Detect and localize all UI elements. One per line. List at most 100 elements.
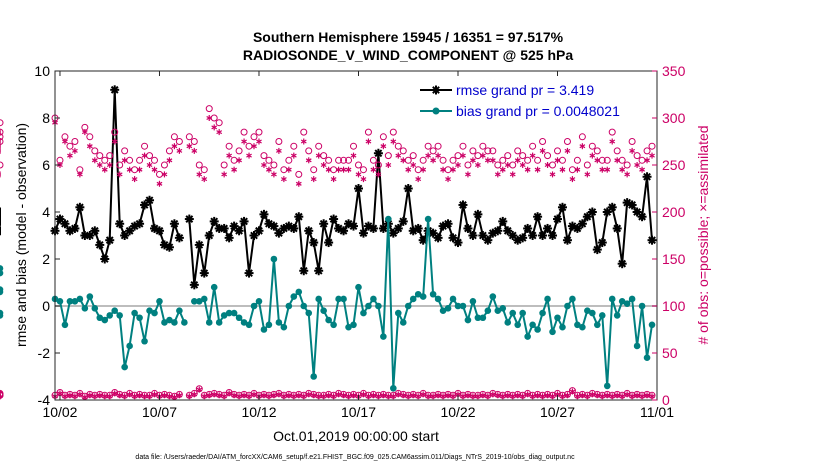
assimilated-marker-stroke <box>425 394 432 399</box>
assimilated-obs-point <box>365 138 372 145</box>
rmse-marker-stroke <box>205 231 214 240</box>
assimilated-obs-point <box>335 391 342 398</box>
assimilated-marker-stroke <box>146 394 153 399</box>
bias-point <box>613 312 621 319</box>
possible-obs-point <box>101 156 109 164</box>
rmse-point <box>329 214 339 224</box>
assimilated-obs-point <box>315 393 322 400</box>
assimilated-marker-stroke <box>519 394 526 399</box>
rmse-marker-stroke <box>369 224 378 233</box>
rmse-point <box>274 228 284 238</box>
assimilated-obs-point <box>569 176 576 183</box>
bias-point <box>191 298 198 305</box>
rmse-point <box>393 223 403 233</box>
rmse-marker-stroke <box>399 217 408 226</box>
assimilated-obs-point <box>604 392 611 399</box>
assimilated-obs-point <box>604 166 611 173</box>
assimilated-obs-point <box>549 171 556 178</box>
rmse-marker-stroke <box>289 224 298 233</box>
assimilated-obs-point <box>241 138 247 145</box>
rmse-marker-stroke <box>638 212 646 221</box>
assimilated-obs-point <box>67 392 73 399</box>
assimilated-obs-point <box>634 392 640 399</box>
assimilated-obs-point <box>420 166 427 173</box>
assimilated-obs-point <box>524 166 531 173</box>
bias-point <box>0 265 4 272</box>
rmse-marker-stroke <box>105 236 114 245</box>
chart-subtitle: RADIOSONDE_V_WIND_COMPONENT @ 525 hPa <box>243 47 573 63</box>
assimilated-marker-stroke <box>101 167 108 172</box>
assimilated-obs-point <box>594 392 601 399</box>
assimilated-obs-point <box>261 392 267 399</box>
rmse-point <box>239 216 249 226</box>
assimilated-obs-point <box>106 393 113 400</box>
assimilated-marker-stroke <box>176 148 183 153</box>
assimilated-marker-stroke <box>211 125 218 130</box>
assimilated-marker-stroke <box>509 172 516 177</box>
rmse-point <box>398 216 408 226</box>
rmse-marker-stroke <box>170 219 179 228</box>
assimilated-obs-point <box>196 171 203 178</box>
possible-obs-point <box>121 147 129 155</box>
assimilated-marker-stroke <box>211 392 218 397</box>
assimilated-marker-stroke <box>285 167 292 172</box>
assimilated-marker-stroke <box>345 167 352 172</box>
rmse-marker-stroke <box>145 196 154 205</box>
assimilated-marker-stroke <box>534 167 541 172</box>
bias-point <box>439 307 447 315</box>
assimilated-marker-stroke <box>141 394 148 399</box>
assimilated-obs-point <box>524 391 531 398</box>
assimilated-obs-point <box>310 392 317 399</box>
possible-obs-point <box>205 105 213 113</box>
assimilated-marker-stroke <box>206 115 213 121</box>
rmse-marker-stroke <box>588 208 597 216</box>
legend-label: rmse grand pr = 3.419 <box>456 82 594 98</box>
legend-marker <box>432 107 440 115</box>
rmse-marker-stroke <box>284 222 293 230</box>
bias-point <box>360 309 367 317</box>
assimilated-obs-point <box>295 392 302 399</box>
possible-obs-point <box>563 138 571 145</box>
rmse-point <box>289 223 299 233</box>
assimilated-obs-point <box>385 162 392 168</box>
bias-point <box>275 319 283 326</box>
assimilated-marker-stroke <box>330 177 337 182</box>
bias-point <box>181 319 188 326</box>
assimilated-marker-stroke <box>574 167 581 172</box>
assimilated-marker-stroke <box>365 394 372 399</box>
assimilated-marker-stroke <box>644 393 650 398</box>
assimilated-marker-stroke <box>450 167 456 172</box>
assimilated-marker-stroke <box>609 394 616 399</box>
rmse-marker-stroke <box>643 172 651 181</box>
assimilated-marker-stroke <box>91 158 98 163</box>
possible-obs-point <box>494 161 502 169</box>
rmse-point <box>224 233 234 243</box>
assimilated-obs-point <box>465 392 471 399</box>
assimilated-obs-point <box>489 157 496 164</box>
possible-obs-point <box>275 138 283 145</box>
possible-obs-point <box>399 147 407 155</box>
bias-point <box>404 302 412 310</box>
bias-point <box>514 321 521 329</box>
possible-obs-point <box>613 147 621 155</box>
y-right-tick-label: 300 <box>662 110 686 126</box>
assimilated-obs-point <box>231 166 238 173</box>
assimilated-marker-stroke <box>589 392 596 397</box>
assimilated-obs-point <box>519 393 526 400</box>
possible-obs-point <box>419 156 427 164</box>
assimilated-obs-point <box>146 162 153 168</box>
rmse-marker-stroke <box>414 224 423 233</box>
possible-obs-point <box>539 138 547 145</box>
assimilated-marker-stroke <box>634 393 640 398</box>
rmse-marker-stroke <box>225 233 234 242</box>
possible-obs-point <box>449 156 457 164</box>
bias-point <box>315 295 322 303</box>
assimilated-marker-stroke <box>201 177 208 182</box>
bias-point <box>603 382 611 390</box>
possible-obs-point <box>643 147 651 155</box>
assimilated-obs-point <box>191 391 198 398</box>
bias-point <box>499 305 507 312</box>
bias-point <box>310 373 318 380</box>
assimilated-obs-point <box>579 143 586 150</box>
assimilated-obs-point <box>246 393 252 400</box>
